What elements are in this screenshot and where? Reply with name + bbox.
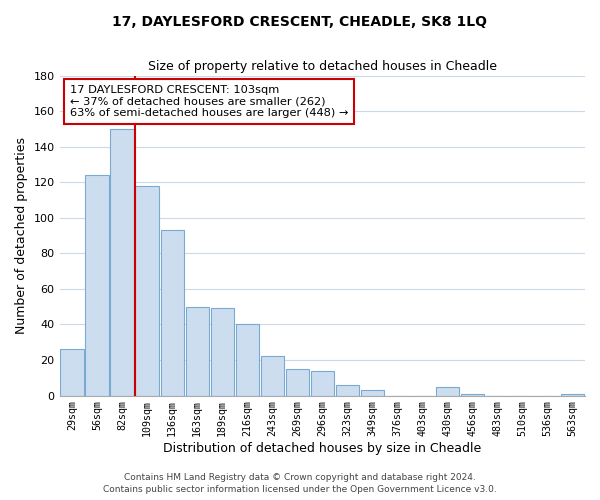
Title: Size of property relative to detached houses in Cheadle: Size of property relative to detached ho… bbox=[148, 60, 497, 73]
Bar bbox=[461, 394, 484, 396]
Text: Contains HM Land Registry data © Crown copyright and database right 2024.
Contai: Contains HM Land Registry data © Crown c… bbox=[103, 472, 497, 494]
Bar bbox=[361, 390, 384, 396]
Bar bbox=[311, 370, 334, 396]
Y-axis label: Number of detached properties: Number of detached properties bbox=[15, 137, 28, 334]
Bar bbox=[561, 394, 584, 396]
Bar bbox=[211, 308, 234, 396]
Bar bbox=[161, 230, 184, 396]
Bar bbox=[436, 386, 459, 396]
Bar bbox=[185, 306, 209, 396]
Bar bbox=[110, 129, 134, 396]
Text: 17, DAYLESFORD CRESCENT, CHEADLE, SK8 1LQ: 17, DAYLESFORD CRESCENT, CHEADLE, SK8 1L… bbox=[113, 15, 487, 29]
Bar bbox=[286, 369, 309, 396]
Text: 17 DAYLESFORD CRESCENT: 103sqm
← 37% of detached houses are smaller (262)
63% of: 17 DAYLESFORD CRESCENT: 103sqm ← 37% of … bbox=[70, 85, 349, 118]
Bar bbox=[260, 356, 284, 396]
Bar bbox=[335, 385, 359, 396]
Bar bbox=[85, 175, 109, 396]
Bar bbox=[61, 350, 83, 396]
Bar bbox=[236, 324, 259, 396]
Bar bbox=[136, 186, 159, 396]
X-axis label: Distribution of detached houses by size in Cheadle: Distribution of detached houses by size … bbox=[163, 442, 481, 455]
